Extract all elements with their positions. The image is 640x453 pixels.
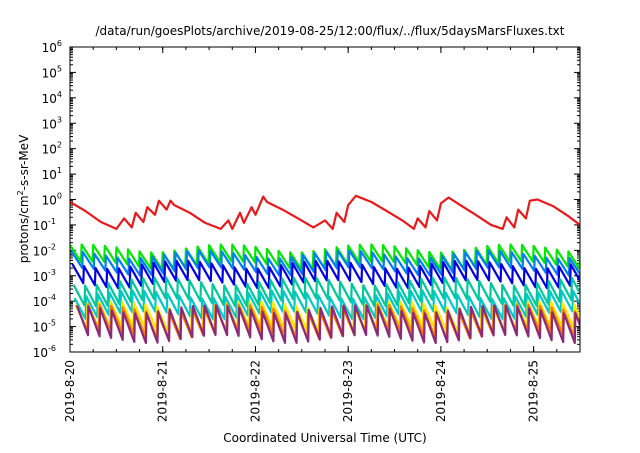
x-tick-label: 2019-8-20 — [63, 360, 77, 422]
y-tick-label: 103 — [42, 115, 62, 131]
y-tick-label: 100 — [42, 192, 62, 208]
y-tick-label: 10-6 — [33, 344, 56, 360]
y-tick-label: 102 — [42, 141, 62, 157]
series-line-5 — [72, 276, 580, 308]
series-layer — [70, 194, 580, 345]
x-tick-label: 2019-8-21 — [156, 360, 170, 422]
series-line-1 — [70, 194, 580, 230]
series-line-2 — [70, 243, 580, 271]
y-tick-label: 106 — [42, 39, 62, 55]
series-line-9 — [75, 304, 580, 345]
plot-frame — [69, 46, 581, 353]
series-line-6 — [73, 289, 580, 321]
x-axis-label: Coordinated Universal Time (UTC) — [223, 431, 426, 445]
y-axis-label: protons/cm2-s-sr-MeV — [16, 134, 31, 263]
x-tick-label: 2019-8-24 — [434, 360, 448, 422]
x-tick-label: 2019-8-23 — [341, 360, 355, 422]
y-axis-label-sup: 2 — [16, 190, 25, 195]
chart-title: /data/run/goesPlots/archive/2019-08-25/1… — [96, 24, 565, 38]
x-axis: 2019-8-20 2019-8-21 2019-8-22 2019-8-23 2019… — [63, 47, 581, 422]
series-line-4 — [71, 259, 580, 290]
y-tick-label: 104 — [42, 90, 62, 106]
y-axis: 106 105 104 103 102 101 100 10-1 10-2 10-3 10-4 10-… — [33, 39, 580, 360]
y-tick-label: 101 — [42, 166, 62, 182]
y-tick-label: 10-5 — [33, 319, 56, 335]
y-axis-label-suffix: -s-sr-MeV — [17, 134, 31, 190]
y-tick-label: 10-3 — [33, 268, 56, 284]
y-axis-label-prefix: protons/cm — [17, 195, 31, 263]
series-line-3 — [70, 249, 580, 277]
y-tick-label: 10-4 — [33, 293, 56, 309]
y-tick-label: 10-1 — [33, 217, 56, 233]
y-tick-label: 10-2 — [33, 242, 56, 258]
y-tick-label: 105 — [42, 64, 62, 80]
x-tick-label: 2019-8-22 — [248, 360, 262, 422]
x-tick-label: 2019-8-25 — [527, 360, 541, 422]
